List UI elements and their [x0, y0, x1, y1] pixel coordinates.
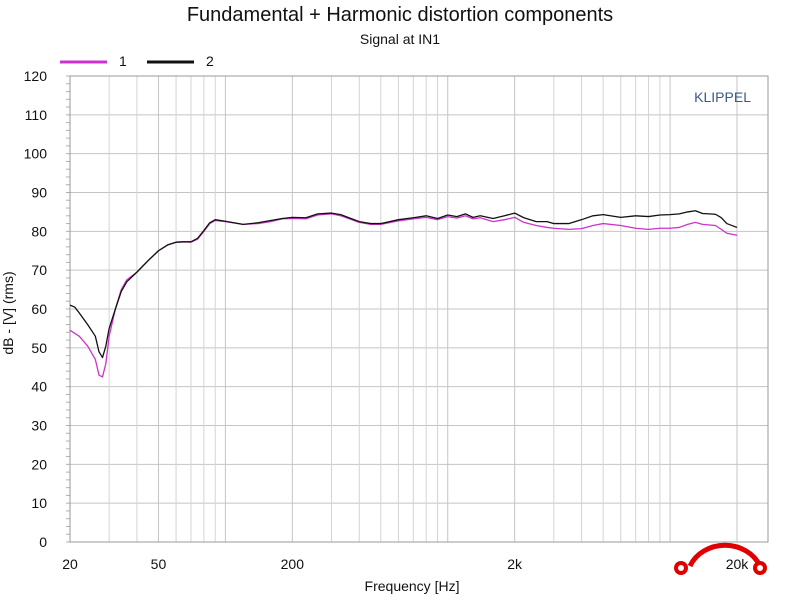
y-tick-label: 20	[31, 456, 47, 472]
plot-frame	[69, 75, 769, 543]
x-tick-label: 50	[151, 556, 167, 572]
x-tick-label: 20	[62, 556, 78, 572]
x-tick-label: 20k	[726, 556, 750, 572]
chart-subtitle: Signal at IN1	[360, 31, 440, 47]
y-tick-label: 0	[39, 534, 47, 550]
series-layer	[69, 210, 738, 378]
y-tick-label: 40	[31, 379, 47, 395]
legend-label-2: 2	[206, 53, 214, 69]
y-axis-label: dB - [V] (rms)	[0, 271, 16, 354]
y-tick-label: 90	[31, 185, 47, 201]
brand-label: KLIPPEL	[694, 89, 751, 105]
y-tick-label: 110	[25, 107, 48, 123]
legend-label-1: 1	[119, 53, 127, 69]
x-axis-label: Frequency [Hz]	[365, 578, 460, 594]
y-tick-label: 80	[31, 223, 47, 239]
x-tick-label: 2k	[507, 556, 523, 572]
x-tick-label: 200	[281, 556, 305, 572]
headphone-logo-icon	[674, 542, 767, 575]
y-tick-label: 60	[31, 301, 47, 317]
x-axis-ticks: 20 50 200 2k 20k	[62, 556, 749, 572]
y-tick-label: 70	[31, 262, 47, 278]
y-tick-label: 100	[24, 146, 48, 162]
y-tick-label: 50	[31, 340, 47, 356]
chart-title: Fundamental + Harmonic distortion compon…	[187, 4, 613, 26]
y-axis-ticks: 0 10 20 30 40 50 60 70 80 90 100 110 120	[24, 68, 48, 550]
series-line-2	[69, 210, 738, 359]
y-tick-label: 30	[31, 418, 47, 434]
grid	[66, 75, 768, 543]
y-tick-label: 120	[24, 68, 48, 84]
y-tick-label: 10	[31, 495, 47, 511]
